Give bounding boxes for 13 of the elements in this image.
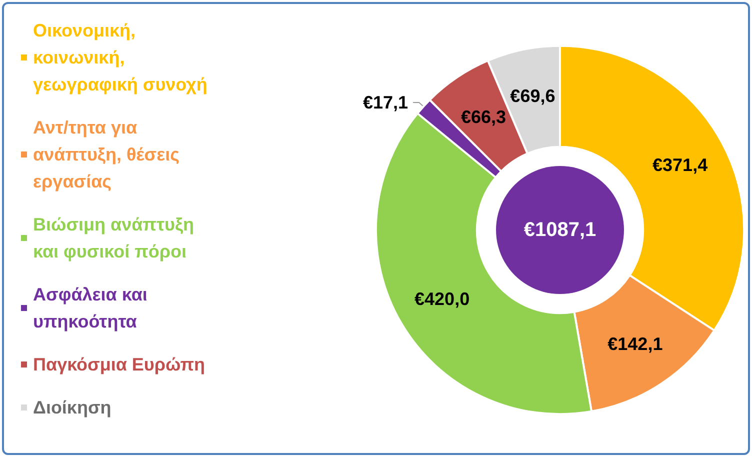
data-label: €420,0 — [414, 288, 470, 309]
legend-label: Διοίκηση — [33, 398, 112, 418]
legend-label: Ασφάλεια και υπηκοότητα — [33, 284, 152, 332]
data-label: €66,3 — [461, 106, 506, 127]
legend-label: Αντ/τητα για ανάπτυξη, θέσεις εργασίας — [33, 118, 185, 192]
legend-label: Βιώσιμη ανάπτυξη και φυσικοί πόροι — [33, 214, 199, 262]
data-label: €142,1 — [608, 334, 663, 354]
data-label: €69,6 — [510, 86, 556, 106]
legend-label: Παγκόσμια Ευρώπη — [33, 354, 206, 374]
data-label: €371,4 — [652, 154, 708, 175]
legend-label: Οικονομική, κοινωνική, γεωγραφική συνοχή — [33, 20, 208, 94]
text: €1087,1 — [524, 219, 596, 241]
data-label: €17,1 — [362, 92, 408, 112]
